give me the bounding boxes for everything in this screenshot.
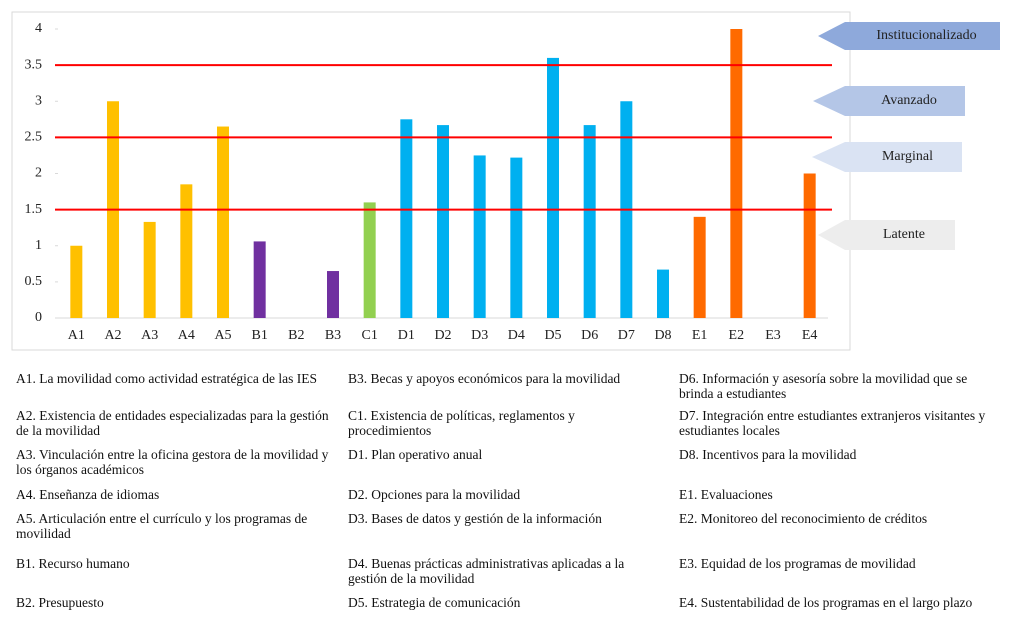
description: D7. Integración entre estudiantes extran…: [679, 408, 986, 438]
x-tick-label: B2: [288, 328, 304, 343]
bar: [583, 125, 596, 318]
y-tick-label: 1: [35, 238, 42, 253]
x-tick-label: A2: [104, 328, 121, 343]
bar: [437, 125, 449, 318]
description: B3. Becas y apoyos económicos para la mo…: [348, 371, 621, 386]
description: D3. Bases de datos y gestión de la infor…: [348, 511, 602, 526]
y-tick-label: 0: [35, 310, 42, 325]
x-tick-label: D5: [544, 328, 561, 343]
x-tick-label: D8: [654, 328, 671, 343]
description: E4. Sustentabilidad de los programas en …: [679, 595, 973, 610]
x-tick-label: E2: [729, 328, 745, 343]
bar: [547, 57, 559, 319]
level-box: [812, 142, 962, 172]
bar: [473, 155, 486, 318]
bar: [510, 157, 523, 318]
description: A4. Enseñanza de idiomas: [16, 487, 160, 502]
chart-frame: [11, 11, 851, 351]
description: D1. Plan operativo anual: [348, 447, 483, 462]
y-tick-label: 0.5: [25, 274, 43, 289]
description: A3. Vinculación entre la oficina gestora…: [16, 447, 329, 477]
x-tick-label: D6: [581, 328, 598, 343]
bar: [327, 271, 339, 318]
description: D6. Información y asesoría sobre la movi…: [679, 371, 968, 401]
level-box: [813, 86, 965, 116]
x-tick-label: D2: [434, 328, 451, 343]
y-tick-label: 3.5: [25, 57, 43, 72]
bar: [803, 173, 816, 318]
x-tick-label: A3: [141, 328, 158, 343]
description: D2. Opciones para la movilidad: [348, 487, 521, 502]
bar: [253, 241, 266, 318]
x-tick-label: B3: [325, 328, 341, 343]
bar: [180, 184, 193, 318]
bar: [657, 269, 669, 318]
bar: [217, 126, 229, 318]
x-tick-label: C1: [361, 328, 377, 343]
y-tick-label: 3: [35, 93, 42, 108]
x-tick-label: A1: [68, 328, 85, 343]
level-label: Marginal: [882, 149, 933, 164]
level-label: Latente: [883, 227, 925, 242]
description: E1. Evaluaciones: [679, 487, 773, 502]
description: B1. Recurso humano: [16, 556, 130, 571]
description: A2. Existencia de entidades especializad…: [16, 408, 329, 438]
y-tick-label: 4: [35, 21, 42, 36]
x-tick-label: A4: [178, 328, 195, 343]
bar: [400, 119, 413, 318]
description: A5. Articulación entre el currículo y lo…: [16, 511, 308, 541]
chart: 0 0.5 1 1.5 2 2.5 3 3.5 4 A1 A2 A3 A4 A5 B1 B2 B3 C1 D1 D2 D…: [11, 11, 1000, 351]
level-box: [818, 220, 955, 250]
x-tick-label: D7: [618, 328, 635, 343]
x-tick-label: A5: [214, 328, 231, 343]
x-tick-label: D4: [508, 328, 525, 343]
description: B2. Presupuesto: [16, 595, 104, 610]
description: D8. Incentivos para la movilidad: [679, 447, 857, 462]
bar: [693, 216, 706, 318]
level-label: Institucionalizado: [876, 28, 976, 43]
description: D5. Estrategia de comunicación: [348, 595, 521, 610]
x-tick-label: D1: [398, 328, 415, 343]
bar: [70, 245, 83, 318]
x-tick-label: B1: [251, 328, 267, 343]
bar: [363, 202, 376, 318]
description: E2. Monitoreo del reconocimiento de créd…: [679, 511, 928, 526]
x-tick-label: D3: [471, 328, 488, 343]
x-tick-label: E3: [765, 328, 781, 343]
level-label: Avanzado: [881, 93, 937, 108]
x-tick-label: E4: [802, 328, 818, 343]
x-tick-label: E1: [692, 328, 708, 343]
description: A1. La movilidad como actividad estratég…: [16, 371, 318, 386]
y-tick-label: 2.5: [25, 130, 43, 145]
description: D4. Buenas prácticas administrativas apl…: [348, 556, 625, 586]
description: E3. Equidad de los programas de movilida…: [679, 556, 916, 571]
bar: [143, 221, 156, 318]
description: C1. Existencia de políticas, reglamentos…: [348, 408, 575, 438]
y-tick-label: 1.5: [25, 202, 43, 217]
bar: [730, 29, 743, 318]
y-tick-label: 2: [35, 166, 42, 181]
level-box: [818, 22, 1000, 50]
